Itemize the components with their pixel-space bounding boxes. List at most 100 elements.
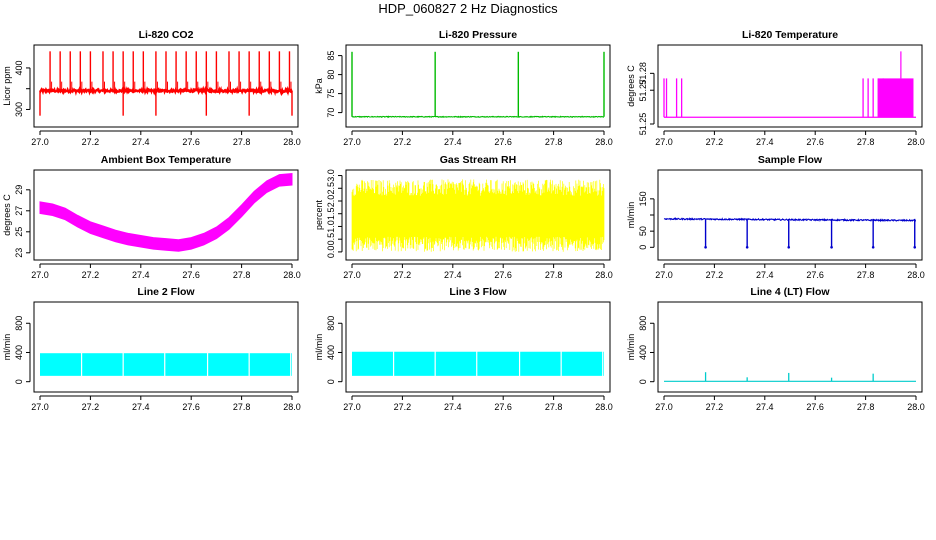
y-tick-label: 70 <box>326 108 336 118</box>
x-tick-label: 27.8 <box>545 137 563 147</box>
x-tick-label: 27.2 <box>82 402 100 412</box>
x-tick-label: 27.2 <box>706 402 724 412</box>
y-axis-label: Licor ppm <box>2 66 12 106</box>
y-tick-label: 23 <box>14 248 24 258</box>
y-axis-label: ml/min <box>2 334 12 361</box>
x-tick-label: 27.8 <box>233 402 251 412</box>
y-tick-label: 400 <box>326 345 336 360</box>
series-line <box>351 115 604 119</box>
y-tick-label: 400 <box>638 345 648 360</box>
x-tick-label: 27.2 <box>394 402 412 412</box>
y-tick-label: 75 <box>326 89 336 99</box>
x-tick-label: 27.6 <box>806 270 824 280</box>
x-tick-label: 27.2 <box>82 137 100 147</box>
x-tick-label: 27.0 <box>31 137 49 147</box>
x-tick-label: 27.0 <box>655 270 673 280</box>
y-tick-label: 0.5 <box>326 233 336 246</box>
y-tick-label: 3.0 <box>326 169 336 182</box>
figure-title: HDP_060827 2 Hz Diagnostics <box>378 1 558 16</box>
chart-panel-2: Li-820 Pressure kPa 27.0 27.2 27.4 27.6 27.8 28… <box>314 29 613 147</box>
chart-title: Line 2 Flow <box>137 286 195 298</box>
chart-panel-9: Line 4 (LT) Flow ml/min 27.0 27.2 27.4 27.6 27… <box>626 286 925 412</box>
y-axis-label: degrees C <box>2 194 12 236</box>
x-tick-label: 27.0 <box>31 270 49 280</box>
y-tick-label: 27 <box>14 206 24 216</box>
y-tick-label: 800 <box>14 316 24 331</box>
chart-panel-1: Li-820 CO2 Licor ppm 27.0 27.2 27.4 27.6 27.8 2… <box>2 29 301 147</box>
x-tick-label: 27.0 <box>343 402 361 412</box>
y-tick-label: 0 <box>326 379 336 384</box>
x-tick-label: 28.0 <box>595 270 613 280</box>
x-tick-label: 27.4 <box>756 137 774 147</box>
chart-title: Line 4 (LT) Flow <box>750 286 830 298</box>
x-tick-label: 27.0 <box>343 270 361 280</box>
x-tick-label: 27.2 <box>706 137 724 147</box>
x-tick-label: 27.4 <box>444 402 462 412</box>
y-tick-label: 800 <box>326 316 336 331</box>
x-tick-label: 27.8 <box>857 402 875 412</box>
x-tick-label: 27.0 <box>31 402 49 412</box>
y-tick-label: 80 <box>326 70 336 80</box>
y-tick-label: 29 <box>14 185 24 195</box>
series-band <box>39 172 293 252</box>
x-tick-label: 28.0 <box>907 270 925 280</box>
data-layer <box>664 372 916 382</box>
x-tick-label: 28.0 <box>595 402 613 412</box>
x-tick-label: 28.0 <box>907 137 925 147</box>
data-layer <box>351 51 605 119</box>
plot-frame <box>33 169 299 261</box>
plot-frame <box>33 44 299 128</box>
y-axis-label: ml/min <box>626 202 636 229</box>
plot-frame <box>657 44 923 128</box>
x-tick-label: 27.2 <box>82 270 100 280</box>
x-tick-label: 27.0 <box>343 137 361 147</box>
y-tick-label: 85 <box>326 51 336 61</box>
y-tick-label: 0 <box>638 379 648 384</box>
y-tick-label: 2.0 <box>326 195 336 208</box>
x-tick-label: 27.4 <box>132 402 150 412</box>
y-tick-label: 800 <box>638 316 648 331</box>
x-tick-label: 27.6 <box>182 270 200 280</box>
x-tick-label: 27.6 <box>806 137 824 147</box>
y-axis-label: degrees C <box>626 65 636 107</box>
plot-frame <box>657 301 923 393</box>
plot-frame <box>657 169 923 261</box>
y-tick-label: 400 <box>14 345 24 360</box>
y-tick-label: 150 <box>638 191 648 206</box>
y-tick-label: 2.5 <box>326 182 336 195</box>
data-layer <box>663 217 917 249</box>
x-tick-label: 27.6 <box>494 270 512 280</box>
x-tick-label: 27.8 <box>857 270 875 280</box>
series-band <box>352 351 604 376</box>
y-axis-label: ml/min <box>626 334 636 361</box>
plot-frame <box>345 301 611 393</box>
x-tick-label: 27.4 <box>444 270 462 280</box>
y-axis-label: ml/min <box>314 334 324 361</box>
y-axis-label: percent <box>314 199 324 230</box>
chart-panel-8: Line 3 Flow ml/min 27.0 27.2 27.4 27.6 27.8 28.… <box>314 286 613 412</box>
x-tick-label: 28.0 <box>283 402 301 412</box>
data-layer <box>351 179 605 252</box>
plot-frame <box>33 301 299 393</box>
x-tick-label: 27.4 <box>756 402 774 412</box>
y-tick-label: 0 <box>638 245 648 250</box>
x-tick-label: 27.2 <box>706 270 724 280</box>
x-tick-label: 27.8 <box>233 270 251 280</box>
x-tick-label: 27.6 <box>182 137 200 147</box>
chart-panel-5: Gas Stream RH percent 27.0 27.2 27.4 27.6 27.8… <box>314 154 613 280</box>
data-layer <box>39 51 293 116</box>
chart-title: Gas Stream RH <box>440 154 516 166</box>
x-tick-label: 27.6 <box>182 402 200 412</box>
x-tick-label: 27.8 <box>545 402 563 412</box>
y-tick-label: 51.28 <box>638 62 648 85</box>
x-tick-label: 27.8 <box>233 137 251 147</box>
plot-frame <box>345 44 611 128</box>
spike-point <box>745 246 749 249</box>
x-tick-label: 27.4 <box>132 137 150 147</box>
y-tick-label: 400 <box>14 60 24 75</box>
y-tick-label: 300 <box>14 102 24 117</box>
chart-title: Li-820 Pressure <box>439 29 517 41</box>
spike-point <box>830 246 833 249</box>
y-tick-label: 50 <box>638 226 648 236</box>
